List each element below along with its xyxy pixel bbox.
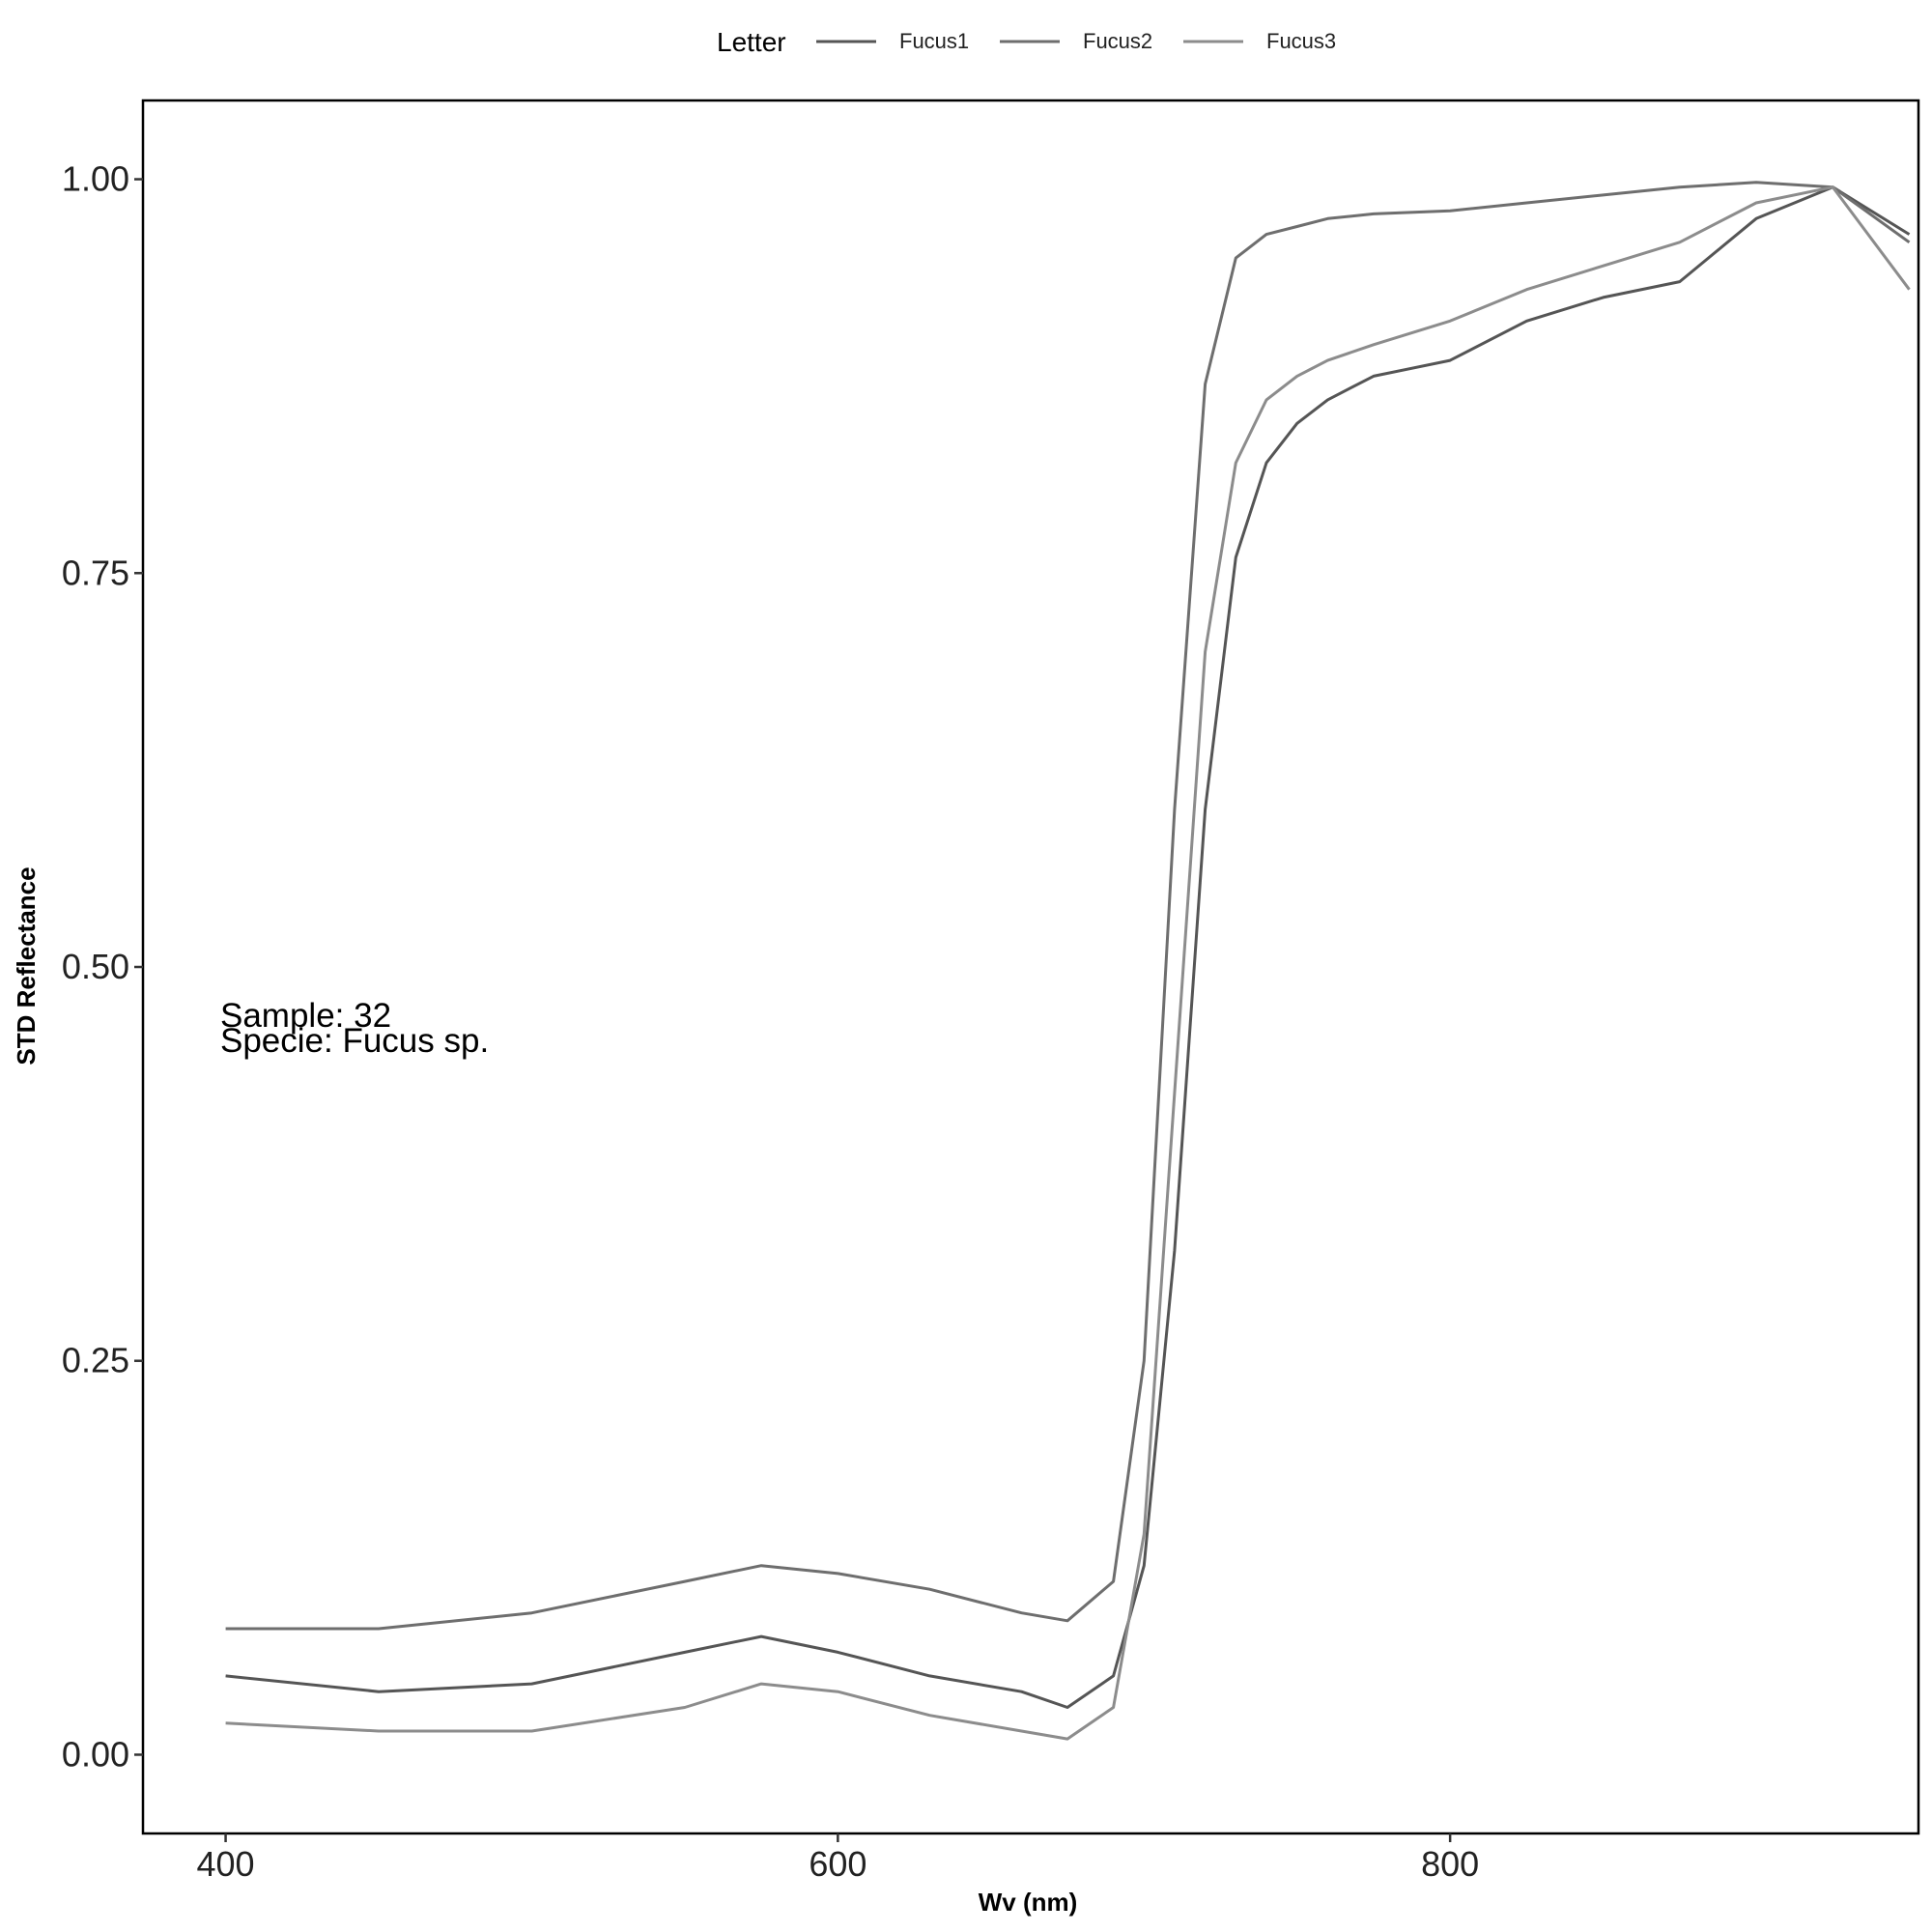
y-tick-label: 0.00 (62, 1734, 129, 1774)
x-axis: 400 600 800 (197, 1833, 1479, 1884)
legend-label-fucus3: Fucus3 (1266, 29, 1336, 53)
series-line-fucus2 (225, 181, 1911, 1631)
legend-label-fucus2: Fucus2 (1083, 29, 1152, 53)
legend: Letter Fucus1 Fucus2 Fucus3 (717, 27, 1336, 57)
annotation-specie: Specie: Fucus sp. (220, 1022, 489, 1060)
x-axis-title: Wv (nm) (979, 1888, 1078, 1917)
x-tick-label: 400 (197, 1844, 255, 1884)
legend-title: Letter (717, 27, 786, 57)
series-line-fucus1 (225, 185, 1911, 1709)
y-axis: 0.00 0.25 0.50 0.75 1.00 (62, 159, 143, 1774)
series-layer (225, 181, 1911, 1741)
annotation-sample: Sample: 32 (220, 997, 391, 1035)
plot-panel-border (141, 99, 1920, 1835)
y-axis-title: STD Reflectance (12, 867, 41, 1065)
y-tick-label: 0.25 (62, 1341, 129, 1380)
x-tick-label: 800 (1421, 1844, 1479, 1884)
x-tick-label: 600 (809, 1844, 867, 1884)
y-tick-label: 0.75 (62, 553, 129, 592)
series-line-fucus3 (225, 185, 1911, 1741)
y-tick-label: 1.00 (62, 159, 129, 199)
y-tick-label: 0.50 (62, 947, 129, 986)
legend-label-fucus1: Fucus1 (899, 29, 969, 53)
